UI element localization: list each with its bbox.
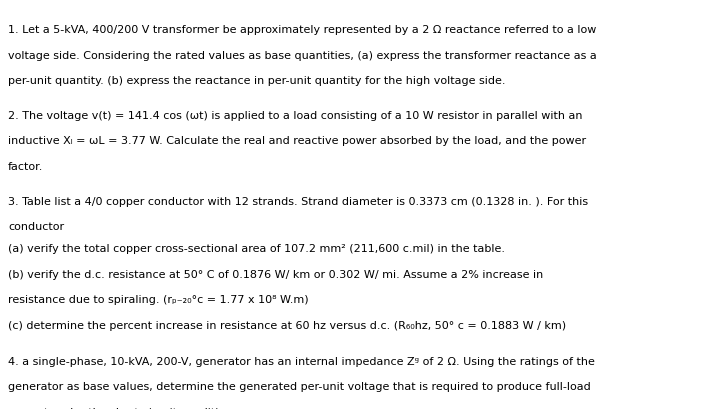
- Text: (c) determine the percent increase in resistance at 60 hz versus d.c. (R₆₀hz, 50: (c) determine the percent increase in re…: [8, 320, 566, 330]
- Text: voltage side. Considering the rated values as base quantities, (a) express the t: voltage side. Considering the rated valu…: [8, 51, 597, 61]
- Text: current under the short-circuit condition.: current under the short-circuit conditio…: [8, 407, 236, 409]
- Text: 2. The voltage v(t) = 141.4 cos (ωt) is applied to a load consisting of a 10 W r: 2. The voltage v(t) = 141.4 cos (ωt) is …: [8, 110, 582, 120]
- Text: 4. a single-phase, 10-kVA, 200-V, generator has an internal impedance Zᵍ of 2 Ω.: 4. a single-phase, 10-kVA, 200-V, genera…: [8, 356, 595, 366]
- Text: inductive Xₗ = ωL = 3.77 W. Calculate the real and reactive power absorbed by th: inductive Xₗ = ωL = 3.77 W. Calculate th…: [8, 136, 586, 146]
- Text: (a) verify the total copper cross-sectional area of 107.2 mm² (211,600 c.mil) in: (a) verify the total copper cross-sectio…: [8, 244, 505, 254]
- Text: generator as base values, determine the generated per-unit voltage that is requi: generator as base values, determine the …: [8, 381, 590, 391]
- Text: factor.: factor.: [8, 161, 43, 171]
- Text: per-unit quantity. (b) express the reactance in per-unit quantity for the high v: per-unit quantity. (b) express the react…: [8, 76, 505, 86]
- Text: resistance due to spiraling. (rₚ₋₂₀°c = 1.77 x 10⁸ W.m): resistance due to spiraling. (rₚ₋₂₀°c = …: [8, 294, 309, 304]
- Text: 3. Table list a 4/0 copper conductor with 12 strands. Strand diameter is 0.3373 : 3. Table list a 4/0 copper conductor wit…: [8, 196, 588, 206]
- Text: conductor: conductor: [8, 222, 64, 231]
- Text: (b) verify the d.c. resistance at 50° C of 0.1876 W/ km or 0.302 W/ mi. Assume a: (b) verify the d.c. resistance at 50° C …: [8, 269, 544, 279]
- Text: 1. Let a 5-kVA, 400/200 V transformer be approximately represented by a 2 Ω reac: 1. Let a 5-kVA, 400/200 V transformer be…: [8, 25, 596, 35]
